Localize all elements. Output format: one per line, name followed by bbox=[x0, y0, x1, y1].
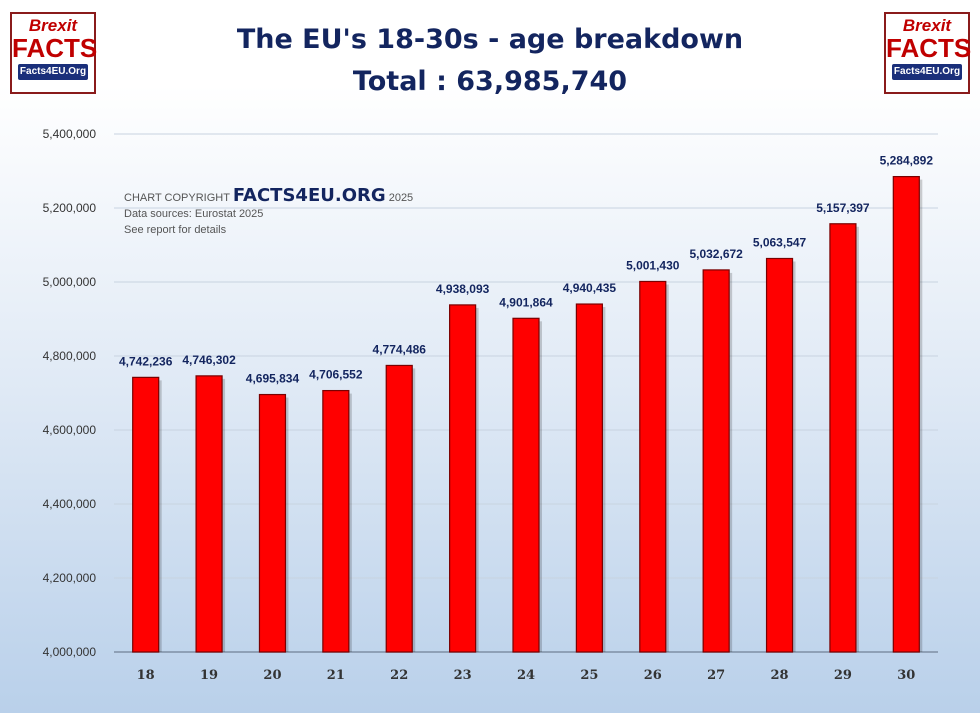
bar bbox=[132, 376, 160, 653]
logo-line-brexit: Brexit bbox=[902, 16, 952, 35]
bar bbox=[702, 269, 730, 653]
data-label: 4,901,864 bbox=[499, 295, 553, 309]
copyright-year: 2025 bbox=[388, 192, 414, 204]
bar bbox=[575, 303, 603, 653]
x-tick-label: 19 bbox=[200, 668, 218, 683]
bar bbox=[639, 280, 667, 653]
logo-line-site: Facts4EU.Org bbox=[18, 64, 88, 80]
x-tick-label: 30 bbox=[897, 668, 915, 683]
data-label: 4,695,834 bbox=[246, 372, 300, 386]
data-label: 4,746,302 bbox=[182, 353, 236, 367]
x-tick-label: 28 bbox=[770, 668, 788, 683]
logo-line-facts: FACTS bbox=[12, 33, 98, 63]
copyright-notice: CHART COPYRIGHT FACTS4EU.ORG 2025 Data s… bbox=[124, 185, 414, 238]
data-label: 4,938,093 bbox=[436, 282, 490, 296]
report-note: See report for details bbox=[124, 224, 227, 236]
x-tick-label: 21 bbox=[327, 668, 345, 683]
brexit-facts-logo-right: Brexit FACTS Facts4EU.Org bbox=[884, 12, 972, 94]
x-tick-label: 24 bbox=[517, 668, 535, 683]
logo-line-facts: FACTS bbox=[886, 33, 972, 63]
bar bbox=[449, 304, 477, 653]
data-label: 4,742,236 bbox=[119, 354, 173, 368]
data-label: 5,284,892 bbox=[880, 154, 934, 168]
bar bbox=[258, 393, 287, 653]
bar bbox=[322, 389, 350, 653]
data-label: 4,706,552 bbox=[309, 368, 363, 382]
chart-title: The EU's 18-30s - age breakdown bbox=[236, 24, 744, 55]
x-tick-label: 20 bbox=[263, 668, 281, 683]
bar bbox=[512, 317, 540, 653]
bar bbox=[195, 375, 223, 653]
data-label: 4,774,486 bbox=[373, 342, 427, 356]
brexit-facts-logo-left: Brexit FACTS Facts4EU.Org bbox=[10, 12, 98, 94]
logo-line-site: Facts4EU.Org bbox=[892, 64, 962, 80]
y-tick-label: 5,200,000 bbox=[43, 201, 97, 215]
chart-subtitle: Total : 63,985,740 bbox=[352, 66, 628, 97]
x-tick-label: 18 bbox=[137, 668, 155, 683]
data-label: 5,032,672 bbox=[689, 247, 743, 261]
copyright-prefix: CHART COPYRIGHT bbox=[124, 192, 230, 204]
x-tick-label: 22 bbox=[390, 668, 408, 683]
data-label: 5,001,430 bbox=[626, 258, 680, 272]
logo-line-brexit: Brexit bbox=[28, 16, 78, 35]
x-tick-label: 23 bbox=[454, 668, 472, 683]
x-tick-label: 26 bbox=[644, 668, 662, 683]
data-label: 5,063,547 bbox=[753, 235, 807, 249]
y-tick-label: 4,000,000 bbox=[43, 645, 97, 659]
data-label: 4,940,435 bbox=[563, 281, 617, 295]
bar bbox=[385, 364, 413, 653]
bar bbox=[892, 175, 920, 653]
x-tick-label: 29 bbox=[834, 668, 852, 683]
copyright-brand: FACTS4EU.ORG bbox=[232, 185, 386, 206]
y-tick-label: 4,400,000 bbox=[43, 497, 97, 511]
y-tick-label: 5,000,000 bbox=[43, 275, 97, 289]
x-tick-label: 27 bbox=[707, 668, 725, 683]
y-tick-label: 4,800,000 bbox=[43, 349, 97, 363]
data-source-note: Data sources: Eurostat 2025 bbox=[124, 208, 264, 220]
y-tick-label: 4,200,000 bbox=[43, 571, 97, 585]
y-tick-label: 5,400,000 bbox=[43, 127, 97, 141]
bar bbox=[829, 223, 857, 653]
data-label: 5,157,397 bbox=[816, 201, 870, 215]
x-tick-label: 25 bbox=[580, 668, 598, 683]
y-tick-label: 4,600,000 bbox=[43, 423, 97, 437]
bar bbox=[765, 257, 794, 653]
